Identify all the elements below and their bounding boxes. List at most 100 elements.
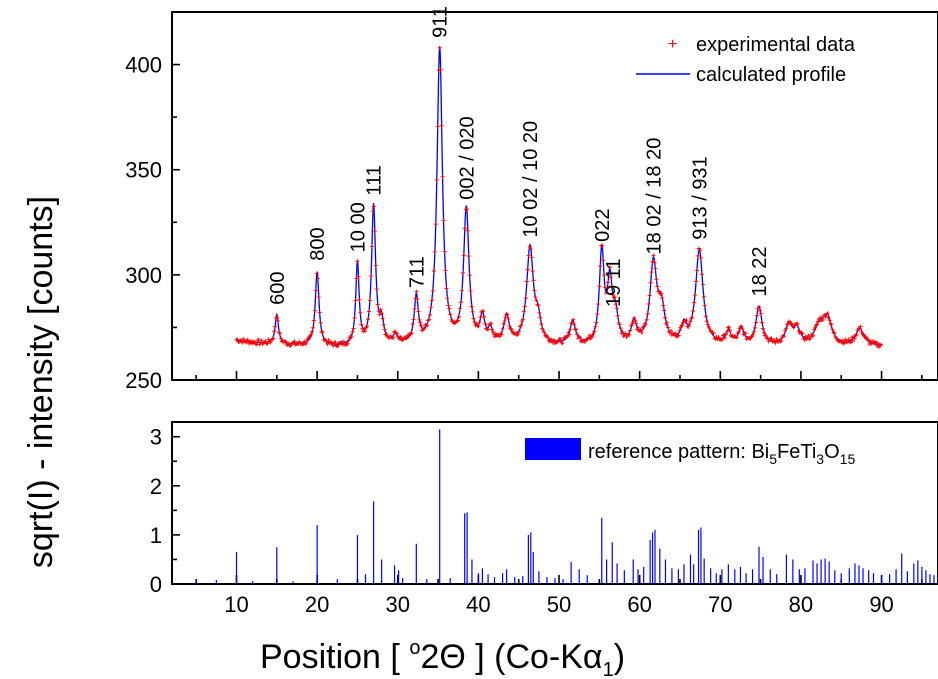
legend-reference-label: reference pattern: Bi5FeTi3O15: [588, 441, 855, 467]
experimental-point: [739, 324, 744, 329]
experimental-point: [811, 333, 816, 338]
experimental-point: [783, 328, 788, 333]
experimental-point: [755, 313, 760, 318]
experimental-point: [471, 316, 476, 321]
experimental-point: [249, 341, 254, 346]
experimental-point: [379, 311, 384, 316]
experimental-point: [659, 291, 664, 296]
experimental-point: [854, 332, 859, 337]
experimental-point: [627, 332, 632, 337]
experimental-point: [646, 301, 651, 306]
experimental-point: [437, 45, 442, 50]
experimental-point: [696, 253, 701, 258]
experimental-point: [490, 329, 495, 334]
experimental-point: [266, 337, 271, 342]
experimental-point: [531, 278, 536, 283]
experimental-point: [356, 274, 361, 279]
experimental-point: [662, 308, 667, 313]
experimental-point: [654, 277, 659, 282]
experimental-point: [370, 209, 375, 214]
experimental-point: [651, 253, 656, 258]
experimental-point: [773, 340, 778, 345]
experimental-point: [442, 249, 447, 254]
experimental-point: [830, 327, 835, 332]
experimental-point: [272, 329, 277, 334]
experimental-point: [630, 321, 635, 326]
experimental-point: [458, 300, 463, 305]
experimental-point: [331, 343, 336, 348]
bottom-panel: 0 1 2 3 10 20 30 40 50 60 70 80 90 reference patter…: [150, 421, 938, 617]
x-tick-label: 80: [789, 592, 813, 617]
experimental-point: [618, 326, 623, 331]
peak-label: 10 02 / 10 20: [520, 121, 542, 238]
experimental-point: [395, 331, 400, 336]
legend-reference-swatch: [525, 438, 581, 460]
experimental-point: [705, 322, 710, 327]
experimental-point: [247, 341, 252, 346]
experimental-point: [469, 304, 474, 309]
experimental-point: [430, 288, 435, 293]
experimental-point: [259, 338, 264, 343]
experimental-point: [813, 325, 818, 330]
experimental-point: [443, 268, 448, 273]
peak-label: 913 / 931: [689, 156, 711, 239]
experimental-point: [784, 326, 789, 331]
experimental-point: [680, 323, 685, 328]
experimental-point: [684, 318, 689, 323]
y-tick-label: 300: [125, 263, 162, 288]
experimental-point: [565, 334, 570, 339]
experimental-point: [422, 326, 427, 331]
experimental-point: [268, 340, 273, 345]
experimental-point: [693, 293, 698, 298]
experimental-point: [358, 310, 363, 315]
experimental-point: [537, 310, 542, 315]
top-legend: + experimental data calculated profile: [636, 34, 856, 86]
experimental-point: [478, 315, 483, 320]
experimental-point: [759, 320, 764, 325]
experimental-point: [313, 288, 318, 293]
experimental-point: [501, 322, 506, 327]
experimental-point: [567, 332, 572, 337]
experimental-point: [612, 295, 617, 300]
experimental-point: [761, 330, 766, 335]
experimental-point: [351, 326, 356, 331]
experimental-point: [716, 335, 721, 340]
experimental-point: [615, 313, 620, 318]
experimental-point: [820, 317, 825, 322]
experimental-point: [359, 322, 364, 327]
experimental-point: [310, 325, 315, 330]
experimental-point: [365, 324, 370, 329]
experimental-point: [740, 326, 745, 331]
peak-label: 711: [406, 256, 428, 288]
legend-experimental-label: experimental data: [696, 34, 856, 56]
bottom-y-tick-label: 2: [150, 474, 162, 499]
experimental-point: [687, 323, 692, 328]
x-tick-label: 20: [305, 592, 329, 617]
experimental-point: [411, 317, 416, 322]
x-tick-label: 30: [386, 592, 410, 617]
experimental-point: [415, 297, 420, 302]
experimental-point: [752, 329, 757, 334]
experimental-point: [636, 325, 641, 330]
experimental-point: [725, 329, 730, 334]
experimental-point: [591, 331, 596, 336]
experimental-point: [468, 288, 473, 293]
experimental-point: [638, 327, 643, 332]
experimental-point: [369, 244, 374, 249]
peak-label: 600: [267, 272, 289, 305]
experimental-point: [827, 318, 832, 323]
experimental-point: [588, 336, 593, 341]
legend-calculated-label: calculated profile: [696, 64, 846, 86]
experimental-point: [429, 298, 434, 303]
experimental-point: [802, 337, 807, 342]
experimental-point: [753, 325, 758, 330]
experimental-point: [497, 334, 502, 339]
experimental-point: [688, 319, 693, 324]
experimental-point: [594, 320, 599, 325]
experimental-point: [546, 335, 551, 340]
experimental-point: [653, 266, 658, 271]
experimental-point: [355, 259, 360, 264]
experimental-point: [620, 329, 625, 334]
experimental-point: [317, 310, 322, 315]
x-axis-title: Position [ o2Θ ] (Co-Kα1): [260, 637, 625, 679]
